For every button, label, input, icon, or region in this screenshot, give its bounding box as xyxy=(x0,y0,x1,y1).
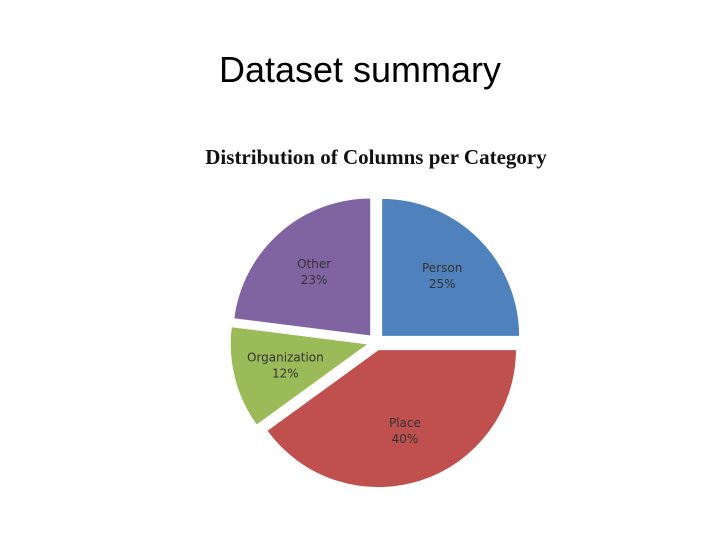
slice-category-label: Place xyxy=(389,416,421,430)
slice-value-label: 12% xyxy=(272,366,299,380)
slice-category-label: Other xyxy=(297,257,331,271)
pie-slice xyxy=(266,349,517,489)
chart-title: Distribution of Columns per Category xyxy=(205,145,547,169)
pie-slice xyxy=(233,197,372,337)
pie-slice xyxy=(229,326,370,426)
slice-category-label: Person xyxy=(422,261,462,275)
slide-title: Dataset summary xyxy=(219,49,501,90)
slice-category-label: Organization xyxy=(247,350,324,364)
slice-value-label: 25% xyxy=(429,277,456,291)
pie-slice xyxy=(381,197,521,337)
slice-value-label: 23% xyxy=(301,273,328,287)
slice-value-label: 40% xyxy=(392,432,419,446)
